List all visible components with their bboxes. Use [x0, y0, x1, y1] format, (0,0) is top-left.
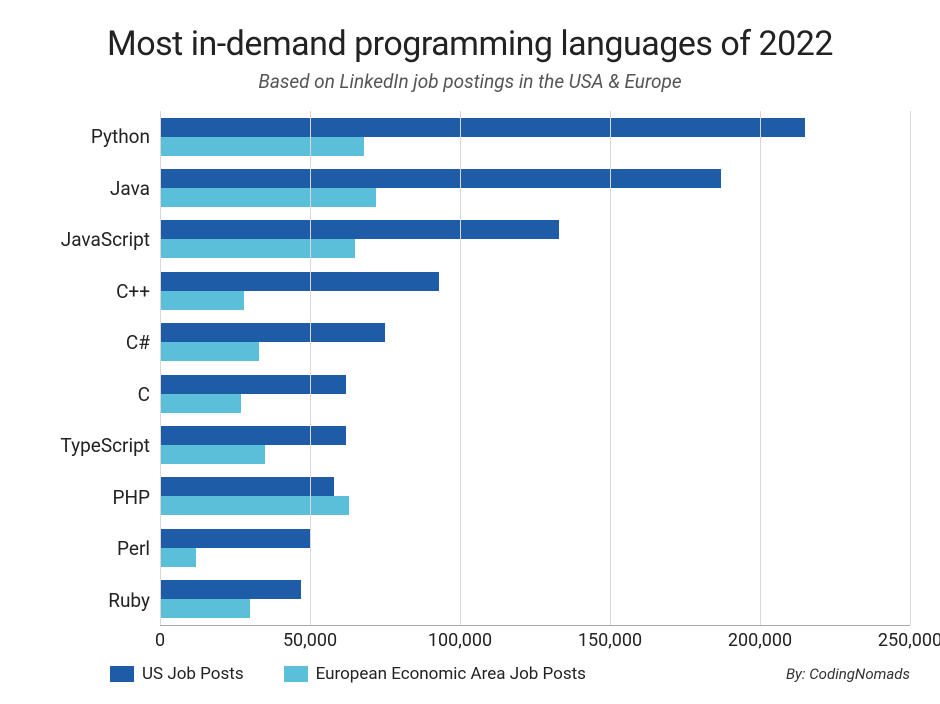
- gridline: [910, 111, 911, 625]
- y-axis-label: C#: [126, 319, 150, 367]
- bar: [160, 188, 376, 207]
- bar-group: [160, 267, 910, 315]
- y-axis-label: C: [138, 370, 150, 418]
- legend-item-eea: European Economic Area Job Posts: [284, 664, 586, 684]
- bar: [160, 239, 355, 258]
- plot-region: [160, 111, 910, 626]
- y-axis-label: Java: [110, 164, 150, 212]
- gridline: [160, 111, 161, 625]
- bar: [160, 220, 559, 239]
- gridline: [760, 111, 761, 625]
- legend-label-eea: European Economic Area Job Posts: [316, 664, 586, 684]
- legend-swatch-us: [110, 666, 134, 682]
- bar-group: [160, 370, 910, 418]
- y-axis-label: C++: [116, 267, 150, 315]
- bar-group: [160, 524, 910, 572]
- bar: [160, 323, 385, 342]
- bar: [160, 426, 346, 445]
- bar: [160, 342, 259, 361]
- bar-group: [160, 421, 910, 469]
- bar: [160, 118, 805, 137]
- bar: [160, 445, 265, 464]
- x-tick-label: 250,000: [878, 630, 940, 651]
- y-axis-label: Python: [91, 113, 150, 161]
- chart-container: Most in-demand programming languages of …: [0, 0, 940, 704]
- bar: [160, 272, 439, 291]
- chart-subtitle: Based on LinkedIn job postings in the US…: [30, 70, 910, 93]
- y-axis-label: Ruby: [108, 576, 150, 624]
- x-axis: 050,000100,000150,000200,000250,000: [160, 626, 910, 652]
- bar: [160, 137, 364, 156]
- gridline: [460, 111, 461, 625]
- gridline: [310, 111, 311, 625]
- bar: [160, 599, 250, 618]
- x-tick-label: 200,000: [728, 630, 792, 651]
- bar: [160, 169, 721, 188]
- y-axis-label: Perl: [117, 525, 150, 573]
- x-tick-label: 100,000: [428, 630, 492, 651]
- attribution-text: By: CodingNomads: [786, 665, 910, 683]
- x-tick-label: 0: [155, 630, 165, 651]
- chart-title: Most in-demand programming languages of …: [30, 24, 910, 64]
- legend-label-us: US Job Posts: [142, 664, 244, 684]
- bar: [160, 529, 310, 548]
- bar-group: [160, 318, 910, 366]
- legend-swatch-eea: [284, 666, 308, 682]
- bar: [160, 548, 196, 567]
- chart-plot-area: PythonJavaJavaScriptC++ C#CTypeScriptPHP P…: [30, 111, 910, 626]
- bar: [160, 291, 244, 310]
- bar: [160, 394, 241, 413]
- gridline: [610, 111, 611, 625]
- bar-group: [160, 113, 910, 161]
- y-axis-label: TypeScript: [60, 422, 150, 470]
- bar: [160, 375, 346, 394]
- bar: [160, 580, 301, 599]
- y-axis-label: JavaScript: [61, 216, 150, 264]
- bars-wrapper: [160, 111, 910, 625]
- legend: US Job Posts European Economic Area Job …: [30, 664, 910, 684]
- bar-group: [160, 215, 910, 263]
- bar: [160, 496, 349, 515]
- y-axis-labels: PythonJavaJavaScriptC++ C#CTypeScriptPHP P…: [30, 111, 160, 626]
- bar: [160, 477, 334, 496]
- bar-group: [160, 472, 910, 520]
- x-tick-label: 50,000: [283, 630, 337, 651]
- y-axis-label: PHP: [112, 473, 150, 521]
- bar-group: [160, 575, 910, 623]
- legend-item-us: US Job Posts: [110, 664, 244, 684]
- bar-group: [160, 164, 910, 212]
- x-tick-label: 150,000: [578, 630, 642, 651]
